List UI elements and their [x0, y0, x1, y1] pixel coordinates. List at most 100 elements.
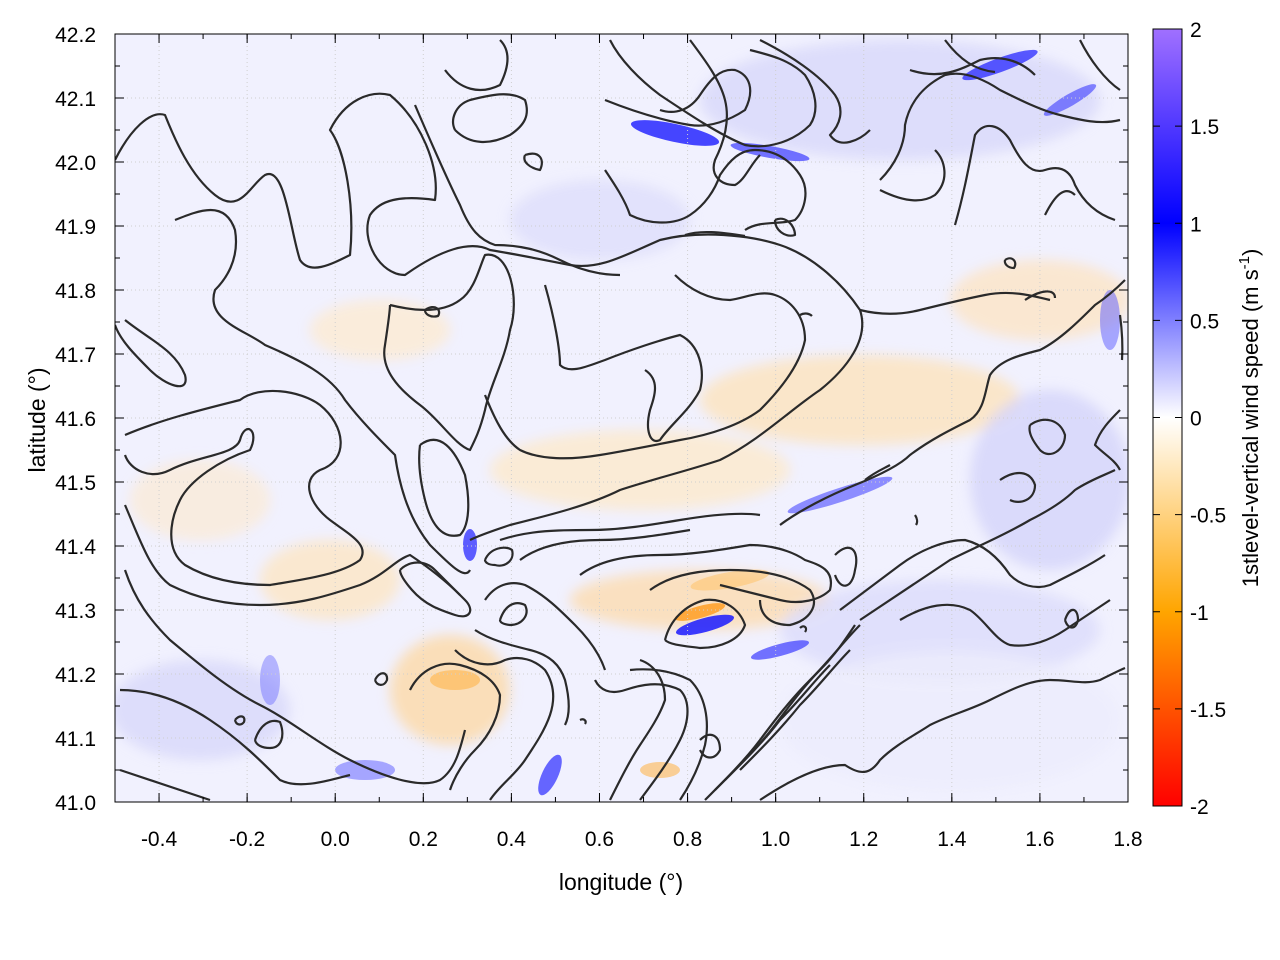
contour-line	[604, 148, 807, 231]
updraft-cell	[1100, 290, 1120, 350]
contour-line	[799, 625, 808, 633]
contour-line	[115, 92, 864, 541]
x-tick-label: 0.2	[409, 828, 438, 851]
contour-line	[1003, 257, 1017, 270]
contour-line	[799, 312, 813, 317]
colorbar-tick-label: 0	[1190, 408, 1202, 431]
contour-line	[839, 538, 1106, 611]
updraft-cell	[463, 529, 477, 561]
contour-line	[739, 649, 851, 771]
x-tick-label: -0.4	[141, 828, 178, 851]
updraft-cell	[750, 640, 810, 660]
contour-line	[689, 39, 761, 187]
contour-line	[914, 514, 919, 526]
contour-line	[233, 715, 246, 726]
contour-line	[119, 768, 211, 802]
contour-line	[684, 230, 746, 238]
contour-line	[398, 561, 472, 618]
y-tick-label: 41.4	[55, 536, 96, 559]
terrain-contours	[115, 39, 1126, 802]
contour-line	[454, 649, 555, 801]
y-axis-ticks: 41.0 41.1 41.2 41.3 41.4 41.5 41.6 41.7 41.8 41.9…	[55, 24, 1128, 815]
contour-line	[609, 39, 817, 148]
contour-line	[1028, 418, 1067, 456]
updraft-patch	[970, 390, 1128, 570]
contour-line	[909, 57, 1036, 76]
contour-line	[953, 124, 1116, 226]
downdraft-patch	[130, 460, 270, 540]
contour-line	[859, 291, 1051, 315]
x-tick-label: 0.0	[321, 828, 350, 851]
colorbar-label-close: )	[1238, 249, 1263, 256]
colorbar-tick-label: 1	[1190, 213, 1202, 236]
contour-line	[773, 217, 797, 237]
contour-line	[452, 93, 528, 143]
x-tick-label: 0.6	[585, 828, 614, 851]
contour-line	[418, 438, 470, 537]
y-tick-label: 41.6	[55, 408, 96, 431]
y-tick-label: 42.2	[55, 24, 96, 47]
contour-line	[123, 569, 467, 785]
updraft-patch	[510, 180, 690, 260]
y-tick-label: 42.1	[55, 88, 96, 111]
y-tick-label: 41.0	[55, 792, 96, 815]
contour-line	[174, 208, 471, 575]
contour-line	[779, 279, 1126, 526]
updraft-cell	[260, 655, 280, 705]
contour-line	[594, 679, 689, 801]
contour-line	[543, 284, 703, 443]
downdraft-cell	[640, 762, 680, 778]
contour-line	[944, 39, 996, 74]
y-tick-label: 41.1	[55, 728, 96, 751]
contour-line	[1024, 290, 1057, 301]
y-tick-label: 41.7	[55, 344, 96, 367]
colorbar-tick-label: 0.5	[1190, 310, 1219, 333]
updraft-patch	[780, 650, 1120, 790]
contour-line	[383, 253, 515, 452]
updraft-cell	[1043, 84, 1097, 116]
colorbar-tick-label: 1.5	[1190, 116, 1219, 139]
contour-line	[699, 733, 722, 759]
downdraft-patch	[950, 260, 1128, 340]
contour-line	[1118, 314, 1124, 361]
contour-line	[663, 598, 747, 650]
downdraft-patch	[260, 540, 400, 620]
downdraft-patch	[310, 300, 450, 360]
field-texture	[115, 40, 1128, 790]
colorbar-label: 1stlevel-vertical wind speed (m s-1)	[1236, 249, 1263, 588]
contour-line	[604, 68, 752, 127]
x-axis-label: longitude (°)	[559, 869, 683, 895]
contour-line	[579, 718, 587, 725]
contour-line	[1063, 608, 1080, 629]
downdraft-patch	[700, 355, 1020, 445]
downdraft-patch	[490, 430, 790, 510]
colorbar-tick-label: 2	[1190, 19, 1202, 42]
contour-line	[864, 464, 891, 481]
contour-line	[609, 658, 667, 801]
updraft-cell	[630, 120, 720, 146]
y-tick-label: 41.8	[55, 280, 96, 303]
downdraft-cell	[430, 670, 480, 690]
contour-line	[579, 543, 833, 604]
contour-line	[444, 39, 509, 92]
contour-line	[859, 469, 1116, 621]
contour-line	[523, 152, 543, 172]
contour-line	[483, 274, 807, 460]
downdraft-patch	[390, 635, 510, 745]
contour-line	[1093, 409, 1121, 471]
colorbar-tick-label: -0.5	[1190, 505, 1226, 528]
y-tick-label: 41.5	[55, 472, 96, 495]
x-tick-label: 0.4	[497, 828, 527, 851]
contour-line	[724, 664, 831, 781]
contour-line	[119, 688, 351, 786]
x-tick-label: 1.4	[937, 828, 967, 851]
contour-line	[759, 39, 871, 144]
colorbar-label-main: 1stlevel-vertical wind speed (m s	[1238, 269, 1263, 587]
contour-line	[879, 149, 946, 202]
x-axis-ticks: -0.4 -0.2 0.0 0.2 0.4 0.6 0.8 1.0 1.2 1.4 1.6 1.8	[114, 34, 1143, 851]
contour-line	[115, 319, 187, 388]
downdraft-cell	[674, 603, 726, 621]
downdraft-cell	[690, 569, 770, 591]
contour-line	[123, 389, 364, 587]
